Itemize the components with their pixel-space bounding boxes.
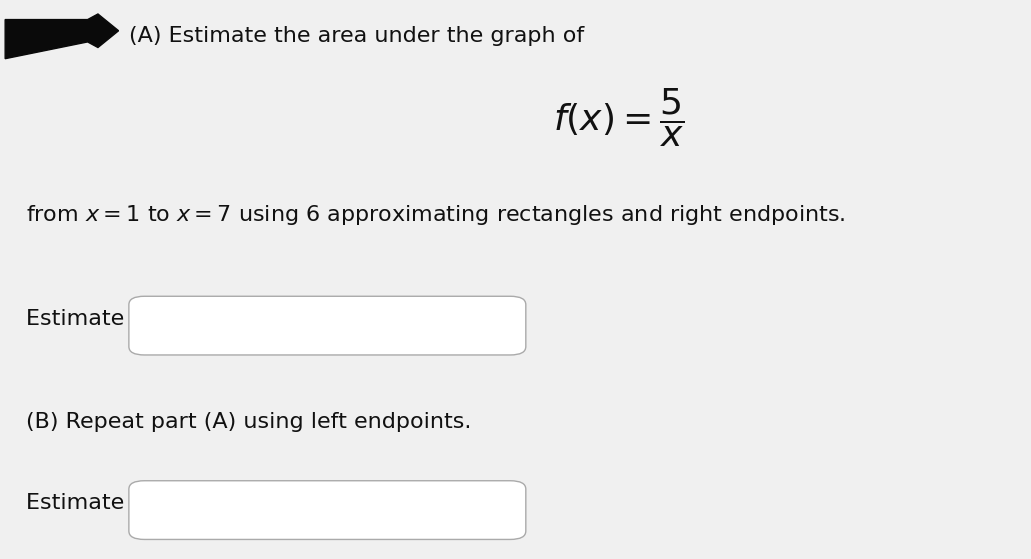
FancyBboxPatch shape (129, 296, 526, 355)
Text: Estimate =: Estimate = (26, 493, 149, 513)
Text: (A) Estimate the area under the graph of: (A) Estimate the area under the graph of (129, 26, 585, 46)
Text: Estimate =: Estimate = (26, 309, 149, 329)
Text: from $x = 1$ to $x = 7$ using 6 approximating rectangles and right endpoints.: from $x = 1$ to $x = 7$ using 6 approxim… (26, 203, 845, 227)
Text: $f(x) = \dfrac{5}{x}$: $f(x) = \dfrac{5}{x}$ (553, 86, 685, 149)
FancyBboxPatch shape (129, 481, 526, 539)
Text: (B) Repeat part (A) using left endpoints.: (B) Repeat part (A) using left endpoints… (26, 412, 471, 432)
Polygon shape (5, 14, 119, 59)
